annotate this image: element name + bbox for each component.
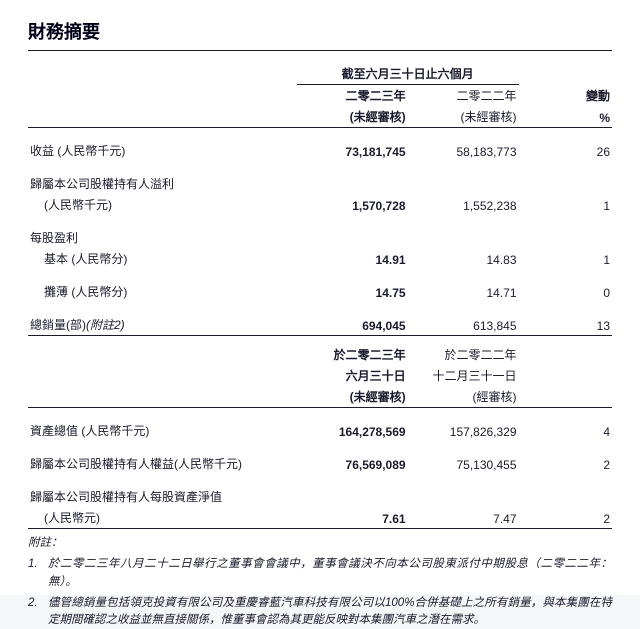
year-row: 二零二三年 二零二二年 變動 [28,85,612,107]
page-title: 財務摘要 [28,18,612,44]
row-label: 資產總值 (人民幣千元) [28,420,297,441]
current-audit: (未經審核) [297,106,408,128]
table-row: 歸屬本公司股權持有人溢利 [28,173,612,194]
financial-summary-page: 財務摘要 截至六月三十日止六個月 二零二三年 二零二二年 變動 (未經審核) (… [0,0,640,595]
row-prev: 613,845 [408,314,519,336]
row-current: 73,181,745 [297,140,408,161]
row-label: 歸屬本公司股權持有人溢利 [28,173,297,194]
prev-audit: (未經審核) [408,106,519,128]
bal-prev-2: 十二月三十一日 [408,365,519,386]
balance-year-row2: 六月三十日 十二月三十一日 [28,365,612,386]
row-prev: 14.83 [408,248,519,269]
eps-header-row: 每股盈利 [28,227,612,248]
row-current: 14.75 [297,281,408,302]
row-change: 26 [519,140,612,161]
row-current: 164,278,569 [297,420,408,441]
balance-year-row1: 於二零二三年 於二零二二年 [28,344,612,365]
row-change: 4 [519,420,612,441]
row-prev: 14.71 [408,281,519,302]
row-current: 694,045 [297,314,408,336]
row-prev: 58,183,773 [408,140,519,161]
row-prev: 75,130,455 [408,453,519,474]
bal-cur-1: 於二零二三年 [297,344,408,365]
notes-header: 附註： [28,535,612,552]
table-row: 收益 (人民幣千元) 73,181,745 58,183,773 26 [28,140,612,161]
audit-row: (未經審核) (未經審核) % [28,106,612,128]
table-row: 歸屬本公司股權持有人每股資產淨值 [28,486,612,507]
row-prev: 157,826,329 [408,420,519,441]
note-1: 1. 於二零二三年八月二十二日舉行之董事會會議中，董事會議決不向本公司股東派付中… [28,556,612,591]
row-change: 13 [519,314,612,336]
notes-section: 附註： 1. 於二零二三年八月二十二日舉行之董事會會議中，董事會議決不向本公司股… [28,535,612,629]
row-change: 2 [519,453,612,474]
sales-label-a: 總銷量(部) [30,318,86,332]
table-row: 歸屬本公司股權持有人權益(人民幣千元) 76,569,089 75,130,45… [28,453,612,474]
table-row: (人民幣千元) 1,570,728 1,552,238 1 [28,194,612,215]
table-row: 基本 (人民幣分) 14.91 14.83 1 [28,248,612,269]
row-change: 0 [519,281,612,302]
table-row: 總銷量(部)(附註2) 694,045 613,845 13 [28,314,612,336]
row-label: 收益 (人民幣千元) [28,140,297,161]
bal-cur-2: 六月三十日 [297,365,408,386]
row-change: 1 [519,248,612,269]
row-change: 2 [519,507,612,529]
change-unit: % [519,106,612,128]
period-span: 截至六月三十日止六個月 [297,63,519,85]
table-row: (人民幣元) 7.61 7.47 2 [28,507,612,529]
note-text: 儘管總銷量包括領克投資有限公司及重慶睿藍汽車科技有限公司以100%合併基礎上之所… [48,595,612,629]
note-2: 2. 儘管總銷量包括領克投資有限公司及重慶睿藍汽車科技有限公司以100%合併基礎… [28,595,612,629]
note-text: 於二零二三年八月二十二日舉行之董事會會議中，董事會議決不向本公司股東派付中期股息… [48,556,612,591]
row-label: 歸屬本公司股權持有人每股資產淨值 [28,486,297,507]
change-label: 變動 [519,85,612,107]
row-change: 1 [519,194,612,215]
eps-header: 每股盈利 [28,227,297,248]
table-row: 攤薄 (人民幣分) 14.75 14.71 0 [28,281,612,302]
row-current: 76,569,089 [297,453,408,474]
bal-cur-aud: (未經審核) [297,386,408,408]
row-label: 歸屬本公司股權持有人權益(人民幣千元) [28,453,297,474]
row-sublabel: (人民幣元) [28,507,297,529]
current-year: 二零二三年 [297,85,408,107]
row-prev: 7.47 [408,507,519,529]
row-label: 基本 (人民幣分) [28,248,297,269]
note-number: 1. [28,556,48,591]
row-current: 14.91 [297,248,408,269]
row-prev: 1,552,238 [408,194,519,215]
bal-prev-1: 於二零二二年 [408,344,519,365]
balance-audit-row: (未經審核) (經審核) [28,386,612,408]
sales-label-b: (附註2) [86,318,125,332]
row-current: 7.61 [297,507,408,529]
title-rule [28,50,612,51]
row-sublabel: (人民幣千元) [28,194,297,215]
table-row: 資產總值 (人民幣千元) 164,278,569 157,826,329 4 [28,420,612,441]
period-header-row: 截至六月三十日止六個月 [28,63,612,85]
note-number: 2. [28,595,48,629]
row-label: 總銷量(部)(附註2) [28,314,297,336]
prev-year: 二零二二年 [408,85,519,107]
row-label: 攤薄 (人民幣分) [28,281,297,302]
row-current: 1,570,728 [297,194,408,215]
summary-table: 截至六月三十日止六個月 二零二三年 二零二二年 變動 (未經審核) (未經審核)… [28,63,612,529]
bal-prev-aud: (經審核) [408,386,519,408]
